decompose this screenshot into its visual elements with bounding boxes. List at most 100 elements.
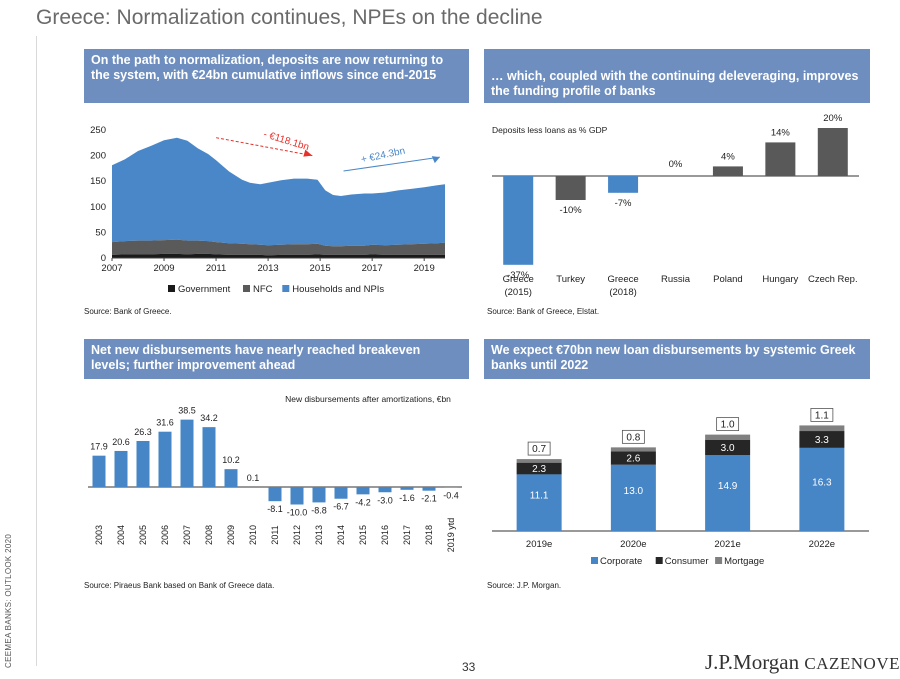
legend-label-2: Mortgage [724, 556, 764, 567]
data-label-10: -8.8 [311, 505, 327, 515]
category-label-4: Poland [713, 274, 743, 285]
disbursements-chart: New disbursements after amortizations, €… [88, 394, 462, 552]
side-label: CEEMEA BANKS: OUTLOOK 2020 [4, 533, 13, 668]
legend-label-1: Consumer [665, 556, 709, 567]
data-label-5: 14% [771, 127, 791, 138]
category-label-sub-0: (2015) [504, 287, 531, 298]
category-label-5: 2008 [204, 525, 214, 545]
data-label-2: 26.3 [134, 427, 152, 437]
category-label-9: 2012 [292, 525, 302, 545]
funding-source: Source: Bank of Greece, Elstat. [487, 307, 600, 316]
callout-box-3 [810, 408, 834, 422]
bar-13 [378, 487, 392, 493]
chart-title: Deposits less loans as % GDP [492, 125, 608, 135]
bar-1 [555, 176, 586, 200]
y-tick-label: 200 [90, 151, 106, 162]
bar-6 [224, 469, 238, 487]
legend-swatch-2 [715, 557, 723, 564]
bar-corporate-2 [705, 455, 751, 531]
bar-11 [334, 487, 348, 499]
page-title: Greece: Normalization continues, NPEs on… [36, 6, 543, 29]
bar-2 [608, 176, 639, 193]
bar-0 [92, 455, 106, 487]
data-label-9: -10.0 [287, 508, 308, 518]
category-label-1: Turkey [556, 274, 585, 285]
category-label-3: Russia [661, 274, 691, 285]
bar-consumer-3 [799, 431, 845, 448]
callout-box-0 [527, 441, 551, 456]
decline-arrow-line [215, 137, 313, 157]
decline-annotation: - €118.1bn [262, 129, 310, 153]
bar-corporate-0 [516, 474, 562, 531]
y-tick-label: 0 [101, 253, 106, 264]
category-label-8: 2011 [270, 525, 280, 544]
data-label-5: 34.2 [200, 413, 218, 423]
category-label-6: Czech Rep. [808, 274, 858, 285]
x-tick-label: 2017 [362, 263, 383, 274]
category-label-2: 2021e [714, 539, 740, 550]
category-label-sub-2: (2018) [609, 287, 636, 298]
bar-16 [444, 487, 458, 488]
inflow-arrow-line [343, 156, 440, 172]
category-label-1: 2020e [620, 539, 646, 550]
category-label-15: 2018 [424, 525, 434, 545]
bar-1 [114, 450, 128, 487]
label-mortgage-3: 1.1 [815, 410, 829, 421]
callout-box-1 [621, 429, 645, 444]
logo-secondary: CAZENOVE [804, 654, 900, 673]
jpmorgan-cazenove-logo: J.P.Morgan CAZENOVE [705, 650, 900, 675]
data-label-4: 38.5 [178, 406, 196, 416]
label-corporate-0: 11.1 [530, 491, 549, 502]
bar-3 [158, 431, 172, 487]
bar-0 [503, 176, 534, 265]
disbursements-source: Source: Piraeus Bank based on Bank of Gr… [84, 581, 275, 590]
legend-swatch-1 [655, 557, 663, 564]
label-consumer-1: 2.6 [626, 454, 640, 465]
data-label-12: -4.2 [355, 497, 371, 507]
legend-label-2: Households and NPIs [292, 284, 384, 295]
bar-corporate-1 [610, 464, 656, 531]
chart-title: New disbursements after amortizations, €… [285, 394, 451, 404]
bar-15 [422, 487, 436, 491]
label-mortgage-2: 1.0 [721, 420, 735, 431]
deposits-source: Source: Bank of Greece. [84, 307, 172, 316]
bar-2 [136, 440, 150, 487]
category-label-2: Greece [607, 274, 638, 285]
bar-mortgage-3 [799, 425, 845, 432]
label-consumer-3: 3.3 [815, 435, 829, 446]
bar-6 [817, 128, 848, 176]
bar-mortgage-0 [516, 459, 562, 463]
category-label-13: 2016 [380, 525, 390, 545]
data-label-2: -7% [615, 198, 632, 209]
bar-corporate-3 [799, 447, 845, 531]
bar-consumer-0 [516, 462, 562, 475]
category-label-12: 2015 [358, 525, 368, 545]
category-label-0: 2019e [526, 539, 552, 550]
disbursements-panel-header: Net new disbursements have nearly reache… [84, 339, 469, 379]
data-label-0: -37% [507, 270, 530, 281]
decline-arrow-head [303, 149, 313, 157]
data-label-0: 17.9 [90, 442, 108, 452]
label-mortgage-1: 0.8 [626, 432, 640, 443]
category-label-4: 2007 [182, 525, 192, 545]
data-label-4: 4% [721, 151, 735, 162]
data-label-1: 20.6 [112, 437, 130, 447]
y-tick-label: 150 [90, 176, 106, 187]
label-corporate-3: 16.3 [812, 477, 832, 488]
bar-10 [312, 487, 326, 503]
data-label-1: -10% [560, 205, 583, 216]
x-tick-label: 2015 [310, 263, 331, 274]
vertical-rule [36, 36, 37, 666]
data-label-6: 10.2 [222, 455, 240, 465]
data-label-3: 31.6 [156, 418, 174, 428]
label-mortgage-0: 0.7 [532, 444, 546, 455]
data-label-14: -1.6 [399, 493, 415, 503]
category-label-2: 2005 [138, 525, 148, 545]
legend-swatch-0 [591, 557, 598, 564]
page-number: 33 [462, 660, 476, 674]
data-label-13: -3.0 [377, 495, 393, 505]
area-series-nfc [112, 239, 445, 256]
area-series-households-and-npis [112, 137, 445, 247]
forecast-chart: 11.1 2.3 0.7 2019e 13.0 2.6 0.8 2020e 14.9 3.0 1.0… [492, 408, 869, 567]
legend-label-0: Government [178, 284, 231, 295]
